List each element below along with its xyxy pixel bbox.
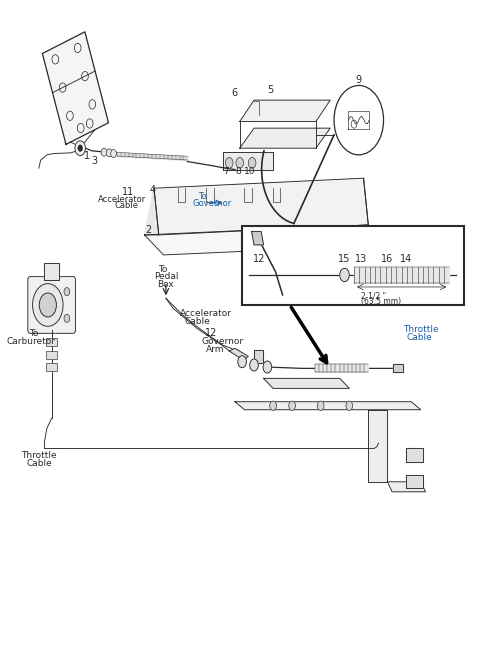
FancyBboxPatch shape [46,363,57,371]
Circle shape [75,141,86,155]
Text: (63.5 mm): (63.5 mm) [361,297,401,306]
Circle shape [64,314,70,322]
Circle shape [346,401,353,411]
Circle shape [238,356,246,368]
Polygon shape [254,350,263,363]
Circle shape [250,359,258,371]
Circle shape [270,401,276,411]
Text: Throttle: Throttle [403,325,438,334]
Polygon shape [240,100,330,121]
Circle shape [334,86,383,155]
Text: To: To [198,192,207,201]
Text: To: To [30,330,39,338]
FancyBboxPatch shape [46,351,57,359]
Polygon shape [145,225,387,255]
Polygon shape [154,178,368,235]
Circle shape [111,149,116,157]
Text: 13: 13 [355,254,367,263]
Text: 12: 12 [205,328,218,338]
Text: Cable: Cable [185,318,211,326]
Circle shape [236,157,243,168]
Polygon shape [229,348,248,360]
Polygon shape [240,128,330,148]
Text: Pedal: Pedal [154,272,179,281]
Polygon shape [368,410,387,482]
Polygon shape [43,32,108,145]
Text: Governor: Governor [192,199,231,208]
Circle shape [101,148,107,156]
Text: 6: 6 [231,88,237,98]
Text: 8: 8 [235,167,241,176]
Text: Accelerator: Accelerator [180,310,232,318]
Text: 1: 1 [84,151,90,161]
Circle shape [318,401,324,411]
FancyBboxPatch shape [46,338,57,346]
Text: 16: 16 [381,254,393,263]
Text: 12: 12 [253,254,265,263]
Text: 5: 5 [268,86,274,95]
Polygon shape [235,402,421,410]
Circle shape [289,401,295,411]
Polygon shape [145,188,159,235]
Text: 7: 7 [224,167,229,176]
Text: To: To [158,265,167,273]
Polygon shape [223,151,273,170]
Text: 15: 15 [338,254,351,263]
Text: 11: 11 [121,187,134,197]
Polygon shape [363,178,368,225]
Text: Cable: Cable [407,333,432,342]
Polygon shape [387,482,425,492]
Circle shape [39,293,57,317]
Text: Arm: Arm [206,344,225,354]
Circle shape [106,149,112,157]
Polygon shape [393,364,403,373]
Text: Cable: Cable [114,201,138,210]
Bar [242,226,464,305]
Circle shape [340,268,349,281]
Circle shape [263,361,272,373]
Polygon shape [252,232,264,245]
FancyBboxPatch shape [28,277,76,334]
Text: 14: 14 [400,254,412,263]
Text: Cable: Cable [27,459,53,468]
Circle shape [248,157,256,168]
Text: Accelerator: Accelerator [97,194,146,204]
Text: 4: 4 [150,185,156,195]
Text: Governor: Governor [202,336,244,346]
Circle shape [78,145,83,151]
Text: 9: 9 [356,75,362,85]
Circle shape [226,157,233,168]
Text: Carburetor: Carburetor [7,336,56,346]
Circle shape [32,283,63,326]
Text: Throttle: Throttle [21,452,57,460]
Text: 3: 3 [91,155,98,165]
Polygon shape [407,448,423,462]
Text: 10: 10 [243,167,255,176]
Text: 2: 2 [145,225,151,235]
Polygon shape [45,263,59,280]
Polygon shape [407,475,423,488]
Text: 2 1/2 ": 2 1/2 " [361,291,386,301]
Polygon shape [264,379,349,389]
Text: Box: Box [157,280,174,289]
Circle shape [64,287,70,295]
